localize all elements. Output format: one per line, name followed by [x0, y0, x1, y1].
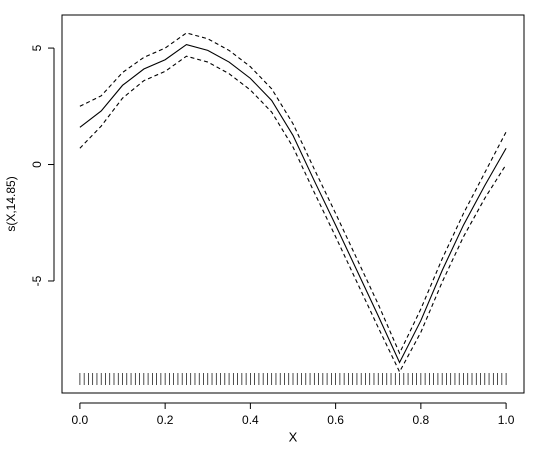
x-tick-label: 0.2 — [157, 413, 174, 427]
x-tick-label: 0.4 — [242, 413, 259, 427]
y-axis-label: s(X,14.85) — [4, 176, 18, 231]
y-tick-label: -5 — [30, 275, 44, 286]
x-tick-label: 0.6 — [327, 413, 344, 427]
plot-frame — [61, 14, 525, 394]
series-line — [79, 55, 507, 374]
series-line — [79, 32, 507, 355]
x-tick-label: 0.8 — [413, 413, 430, 427]
series-line — [79, 43, 507, 364]
x-axis-label: X — [289, 429, 298, 444]
x-tick-label: 0.0 — [72, 413, 89, 427]
x-tick-label: 1.0 — [498, 413, 515, 427]
y-tick-label: 0 — [30, 161, 44, 168]
y-tick-label: 5 — [30, 44, 44, 51]
